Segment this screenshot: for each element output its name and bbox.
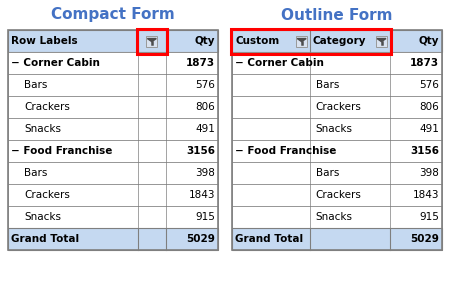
Bar [8,118,218,140]
Text: Snacks: Snacks [24,212,61,222]
Text: Compact Form: Compact Form [51,7,175,23]
Polygon shape [297,38,306,42]
Text: − Food Franchise: − Food Franchise [235,146,337,156]
Text: 491: 491 [195,124,215,134]
Text: 915: 915 [419,212,439,222]
Bar [232,162,442,184]
Bar [8,206,218,228]
Bar [232,228,442,250]
Bar [8,52,218,74]
Text: 1873: 1873 [410,58,439,68]
Text: 398: 398 [195,168,215,178]
Text: 576: 576 [419,80,439,90]
Bar [232,74,442,96]
Text: 3156: 3156 [410,146,439,156]
Bar [8,228,218,250]
Text: 1843: 1843 [189,190,215,200]
Bar [232,30,442,250]
Text: Outline Form: Outline Form [281,7,393,23]
Text: Crackers: Crackers [24,102,70,112]
Text: − Corner Cabin: − Corner Cabin [11,58,100,68]
Text: 1873: 1873 [186,58,215,68]
Bar [8,30,218,52]
Text: Crackers: Crackers [24,190,70,200]
Bar [232,206,442,228]
Text: 806: 806 [419,102,439,112]
Text: − Food Franchise: − Food Franchise [11,146,112,156]
Text: Bars: Bars [24,80,47,90]
Bar [8,96,218,118]
Bar [146,36,158,46]
Text: Crackers: Crackers [316,190,362,200]
Bar [232,118,442,140]
Text: Bars: Bars [316,80,339,90]
Bar [8,162,218,184]
Bar [232,30,442,52]
Bar [232,140,442,162]
Text: Grand Total: Grand Total [235,234,303,244]
Text: Bars: Bars [316,168,339,178]
Text: 915: 915 [195,212,215,222]
Text: Snacks: Snacks [24,124,61,134]
Text: 806: 806 [195,102,215,112]
Text: Custom: Custom [235,36,279,46]
Text: 1843: 1843 [413,190,439,200]
Text: 398: 398 [419,168,439,178]
Text: 3156: 3156 [186,146,215,156]
Text: Crackers: Crackers [316,102,362,112]
Text: Snacks: Snacks [316,212,353,222]
Bar [296,36,307,46]
Text: Qty: Qty [418,36,439,46]
Bar [232,96,442,118]
Bar [232,184,442,206]
Text: Row Labels: Row Labels [11,36,77,46]
Bar [137,28,167,54]
Text: Grand Total: Grand Total [11,234,79,244]
Bar [232,52,442,74]
Text: Qty: Qty [194,36,215,46]
Text: 5029: 5029 [410,234,439,244]
Bar [230,28,391,54]
Text: 576: 576 [195,80,215,90]
Text: 491: 491 [419,124,439,134]
Text: Bars: Bars [24,168,47,178]
Bar [8,184,218,206]
Text: Snacks: Snacks [316,124,353,134]
Polygon shape [147,38,156,42]
Text: Category: Category [313,36,366,46]
Text: − Corner Cabin: − Corner Cabin [235,58,324,68]
Polygon shape [377,38,386,42]
Bar [376,36,387,46]
Bar [8,74,218,96]
Text: 5029: 5029 [186,234,215,244]
Bar [8,30,218,250]
Bar [8,140,218,162]
